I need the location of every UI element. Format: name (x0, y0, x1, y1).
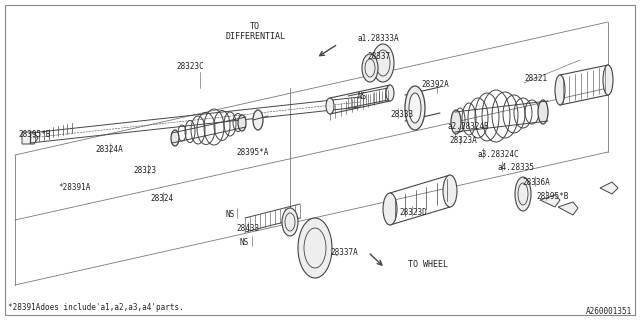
Ellipse shape (538, 100, 548, 124)
Text: TO
DIFFERENTIAL: TO DIFFERENTIAL (225, 22, 285, 41)
Text: 28321: 28321 (524, 74, 547, 83)
Text: TO WHEEL: TO WHEEL (408, 260, 448, 269)
Text: 28324A: 28324A (95, 145, 123, 154)
Ellipse shape (171, 130, 179, 146)
Ellipse shape (555, 75, 565, 105)
Ellipse shape (298, 218, 332, 278)
Polygon shape (600, 182, 618, 194)
Text: NS: NS (357, 92, 366, 101)
Text: 28395*B: 28395*B (536, 192, 568, 201)
Text: a2.28324B: a2.28324B (448, 122, 490, 131)
Text: 28323C: 28323C (176, 62, 204, 71)
Text: a3.28324C: a3.28324C (477, 150, 518, 159)
Ellipse shape (282, 208, 298, 236)
Ellipse shape (372, 44, 394, 82)
Text: 28337A: 28337A (330, 248, 358, 257)
Ellipse shape (386, 85, 394, 101)
Ellipse shape (238, 115, 246, 131)
Ellipse shape (409, 93, 421, 123)
Ellipse shape (326, 98, 334, 114)
Text: 28324: 28324 (150, 194, 173, 203)
Text: 28336A: 28336A (522, 178, 550, 187)
Polygon shape (22, 132, 38, 144)
Ellipse shape (443, 175, 457, 207)
Text: 28395*A: 28395*A (236, 148, 268, 157)
Text: 28337: 28337 (367, 52, 390, 61)
Text: 28392A: 28392A (421, 80, 449, 89)
Text: *28391A: *28391A (58, 183, 90, 192)
Text: *28391Adoes include'a1,a2,a3,a4'parts.: *28391Adoes include'a1,a2,a3,a4'parts. (8, 303, 184, 312)
Text: 28323D: 28323D (399, 208, 427, 217)
Ellipse shape (451, 110, 461, 134)
Polygon shape (558, 202, 578, 215)
Ellipse shape (515, 177, 531, 211)
Text: 28395*B: 28395*B (18, 130, 51, 139)
Ellipse shape (383, 193, 397, 225)
Ellipse shape (603, 65, 613, 95)
Text: NS: NS (225, 210, 234, 219)
Ellipse shape (362, 54, 378, 82)
Text: a1.28333A: a1.28333A (357, 34, 399, 43)
Polygon shape (540, 195, 560, 207)
Text: A260001351: A260001351 (586, 307, 632, 316)
Text: 28433: 28433 (236, 224, 259, 233)
Text: 28323: 28323 (133, 166, 156, 175)
Text: NS: NS (240, 238, 249, 247)
Text: 28323A: 28323A (449, 136, 477, 145)
Text: 28333: 28333 (390, 110, 413, 119)
Text: a4.28335: a4.28335 (497, 163, 534, 172)
Ellipse shape (253, 110, 263, 130)
Ellipse shape (405, 86, 425, 130)
